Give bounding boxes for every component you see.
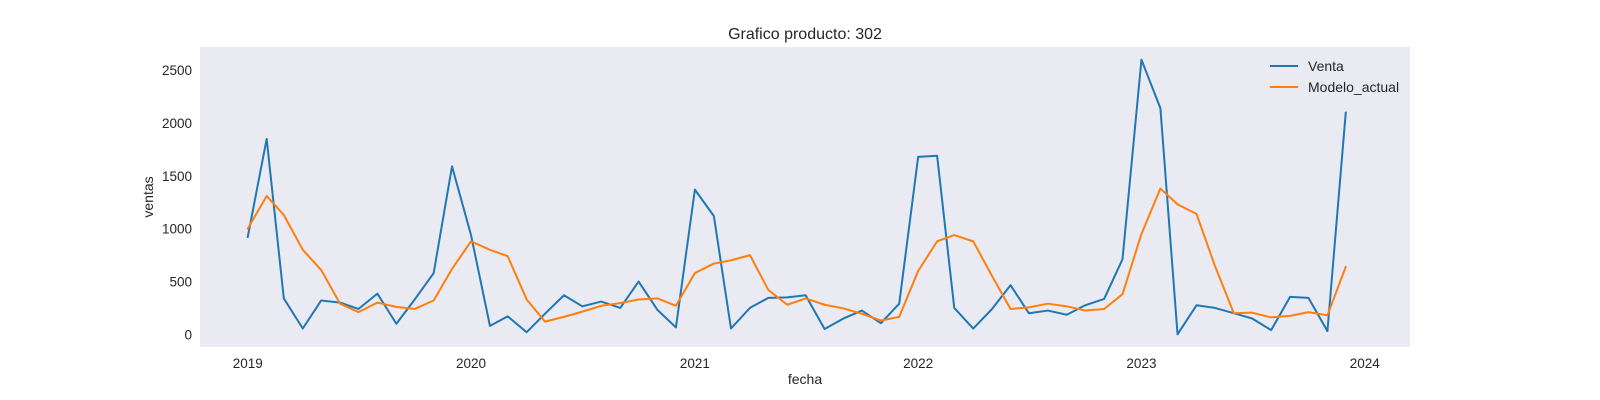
legend: Venta Modelo_actual: [1270, 58, 1399, 95]
series-layer: [246, 58, 1347, 336]
y-tick-label: 1500: [162, 169, 192, 184]
x-tick-label: 2022: [903, 356, 933, 371]
x-tick-label: 2020: [456, 356, 486, 371]
x-tick-label: 2019: [233, 356, 263, 371]
y-tick-label: 1000: [162, 222, 192, 237]
y-tick-label: 500: [169, 275, 192, 290]
x-axis-label: fecha: [788, 371, 822, 387]
series-line-venta: [246, 58, 1347, 336]
series-line-modelo-actual: [246, 187, 1347, 323]
y-axis-label: ventas: [140, 176, 156, 217]
y-tick-label: 2000: [162, 116, 192, 131]
chart-title: Grafico producto: 302: [728, 26, 882, 43]
y-axis-ticks: 0 500 1000 1500 2000 2500: [162, 63, 192, 342]
x-axis-ticks: 2019 2020 2021 2022 2023 2024: [233, 356, 1381, 371]
y-tick-label: 0: [184, 327, 192, 342]
x-tick-label: 2023: [1126, 356, 1156, 371]
legend-label: Venta: [1308, 58, 1344, 74]
x-tick-label: 2021: [680, 356, 710, 371]
x-tick-label: 2024: [1350, 356, 1381, 371]
plot-background: [200, 47, 1410, 347]
y-tick-label: 2500: [162, 63, 192, 78]
legend-label: Modelo_actual: [1308, 79, 1399, 95]
